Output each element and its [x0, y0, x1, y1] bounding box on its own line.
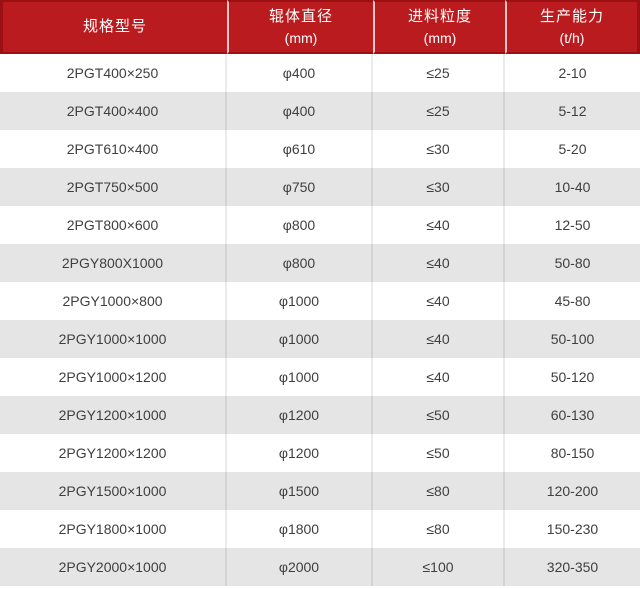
cell-roller-diameter: φ1000 — [227, 320, 373, 358]
cell-roller-diameter: φ750 — [227, 168, 373, 206]
header-unit: (mm) — [284, 30, 318, 46]
cell-capacity: 60-130 — [505, 396, 640, 434]
header-title: 辊体直径 — [268, 8, 333, 25]
table-row: 2PGT610×400 φ610 ≤30 5-20 — [0, 130, 640, 168]
table-row: 2PGT400×400 φ400 ≤25 5-12 — [0, 92, 640, 130]
cell-feed-size: ≤80 — [373, 510, 505, 548]
header-cell-stack: 辊体直径 (mm) — [229, 2, 373, 52]
cell-feed-size: ≤50 — [373, 396, 505, 434]
cell-roller-diameter: φ1500 — [227, 472, 373, 510]
header-title: 规格型号 — [82, 18, 147, 35]
cell-feed-size: ≤25 — [373, 92, 505, 130]
cell-roller-diameter: φ1200 — [227, 396, 373, 434]
table-row: 2PGY1800×1000 φ1800 ≤80 150-230 — [0, 510, 640, 548]
table-row: 2PGY1000×800 φ1000 ≤40 45-80 — [0, 282, 640, 320]
cell-capacity: 80-150 — [505, 434, 640, 472]
cell-spec-model: 2PGY1200×1200 — [0, 434, 227, 472]
cell-spec-model: 2PGY1000×1000 — [0, 320, 227, 358]
cell-spec-model: 2PGT400×400 — [0, 92, 227, 130]
cell-feed-size: ≤40 — [373, 282, 505, 320]
cell-spec-model: 2PGT800×600 — [0, 206, 227, 244]
cell-roller-diameter: φ400 — [227, 92, 373, 130]
cell-feed-size: ≤40 — [373, 320, 505, 358]
cell-capacity: 2-10 — [505, 54, 640, 92]
cell-feed-size: ≤30 — [373, 130, 505, 168]
table-row: 2PGY1200×1000 φ1200 ≤50 60-130 — [0, 396, 640, 434]
cell-feed-size: ≤100 — [373, 548, 505, 586]
cell-feed-size: ≤50 — [373, 434, 505, 472]
cell-spec-model: 2PGY800X1000 — [0, 244, 227, 282]
cell-capacity: 50-80 — [505, 244, 640, 282]
header-capacity: 生产能力 (t/h) — [505, 0, 640, 54]
cell-roller-diameter: φ610 — [227, 130, 373, 168]
cell-capacity: 150-230 — [505, 510, 640, 548]
header-spec-model: 规格型号 — [0, 0, 227, 54]
cell-capacity: 45-80 — [505, 282, 640, 320]
cell-roller-diameter: φ1800 — [227, 510, 373, 548]
table-row: 2PGT800×600 φ800 ≤40 12-50 — [0, 206, 640, 244]
table-row: 2PGY1200×1200 φ1200 ≤50 80-150 — [0, 434, 640, 472]
header-unit: (t/h) — [559, 30, 585, 46]
cell-spec-model: 2PGY2000×1000 — [0, 548, 227, 586]
cell-feed-size: ≤40 — [373, 206, 505, 244]
cell-capacity: 10-40 — [505, 168, 640, 206]
cell-feed-size: ≤40 — [373, 358, 505, 396]
table-row: 2PGT400×250 φ400 ≤25 2-10 — [0, 54, 640, 92]
cell-feed-size: ≤30 — [373, 168, 505, 206]
header-title: 生产能力 — [539, 8, 604, 25]
header-cell-stack: 规格型号 — [3, 2, 227, 52]
header-unit: (mm) — [423, 30, 457, 46]
cell-spec-model: 2PGY1000×1200 — [0, 358, 227, 396]
cell-spec-model: 2PGY1500×1000 — [0, 472, 227, 510]
header-roller-diameter: 辊体直径 (mm) — [227, 0, 373, 54]
cell-capacity: 12-50 — [505, 206, 640, 244]
table-row: 2PGY1000×1200 φ1000 ≤40 50-120 — [0, 358, 640, 396]
cell-spec-model: 2PGT750×500 — [0, 168, 227, 206]
table-row: 2PGT750×500 φ750 ≤30 10-40 — [0, 168, 640, 206]
table-row: 2PGY1000×1000 φ1000 ≤40 50-100 — [0, 320, 640, 358]
table-row: 2PGY800X1000 φ800 ≤40 50-80 — [0, 244, 640, 282]
header-cell-stack: 生产能力 (t/h) — [507, 2, 637, 52]
cell-feed-size: ≤40 — [373, 244, 505, 282]
table-row: 2PGY1500×1000 φ1500 ≤80 120-200 — [0, 472, 640, 510]
table-row: 2PGY2000×1000 φ2000 ≤100 320-350 — [0, 548, 640, 586]
cell-roller-diameter: φ2000 — [227, 548, 373, 586]
cell-roller-diameter: φ1000 — [227, 358, 373, 396]
cell-capacity: 50-120 — [505, 358, 640, 396]
header-title: 进料粒度 — [407, 8, 472, 25]
cell-capacity: 50-100 — [505, 320, 640, 358]
cell-roller-diameter: φ1200 — [227, 434, 373, 472]
cell-feed-size: ≤80 — [373, 472, 505, 510]
cell-spec-model: 2PGT610×400 — [0, 130, 227, 168]
cell-capacity: 5-20 — [505, 130, 640, 168]
cell-spec-model: 2PGT400×250 — [0, 54, 227, 92]
cell-roller-diameter: φ400 — [227, 54, 373, 92]
cell-spec-model: 2PGY1000×800 — [0, 282, 227, 320]
cell-capacity: 5-12 — [505, 92, 640, 130]
cell-feed-size: ≤25 — [373, 54, 505, 92]
cell-roller-diameter: φ1000 — [227, 282, 373, 320]
cell-capacity: 120-200 — [505, 472, 640, 510]
cell-roller-diameter: φ800 — [227, 244, 373, 282]
header-cell-stack: 进料粒度 (mm) — [375, 2, 505, 52]
cell-capacity: 320-350 — [505, 548, 640, 586]
cell-roller-diameter: φ800 — [227, 206, 373, 244]
header-feed-size: 进料粒度 (mm) — [373, 0, 505, 54]
cell-spec-model: 2PGY1800×1000 — [0, 510, 227, 548]
cell-spec-model: 2PGY1200×1000 — [0, 396, 227, 434]
table-header-row: 规格型号 辊体直径 (mm) 进料粒度 (mm) — [0, 0, 640, 54]
